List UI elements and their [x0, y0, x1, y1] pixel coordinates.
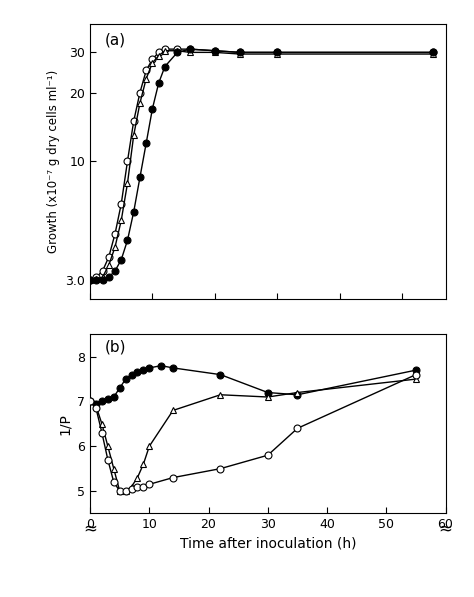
Y-axis label: 1/P: 1/P [58, 413, 72, 435]
Y-axis label: Growth (x10⁻⁷ g dry cells ml⁻¹): Growth (x10⁻⁷ g dry cells ml⁻¹) [47, 70, 60, 253]
Text: ≈: ≈ [438, 519, 453, 537]
X-axis label: Time after inoculation (h): Time after inoculation (h) [180, 537, 356, 551]
Text: (a): (a) [104, 32, 126, 47]
Text: ≈: ≈ [83, 519, 97, 537]
Text: (b): (b) [104, 340, 126, 355]
